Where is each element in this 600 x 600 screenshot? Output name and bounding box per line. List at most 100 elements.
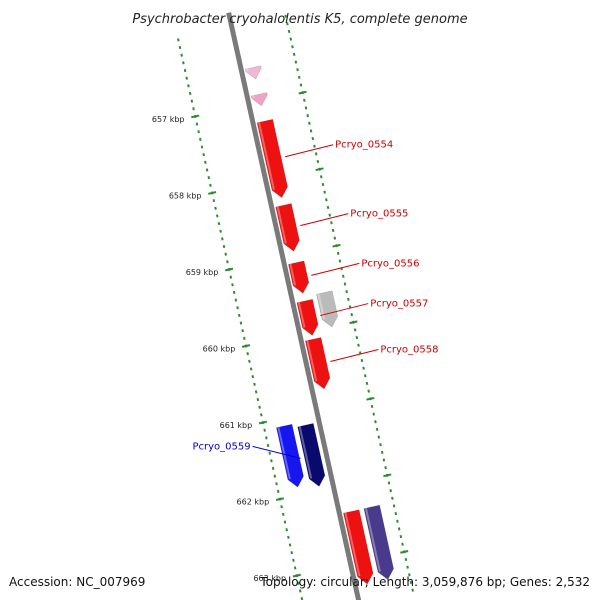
ruler-dot — [397, 527, 401, 531]
ruler-dot — [259, 413, 263, 417]
ruler-major-tick — [292, 573, 301, 578]
ruler-dot — [231, 283, 234, 287]
ruler-dot — [234, 298, 238, 302]
gene-label[interactable]: Pcryo_0557 — [370, 299, 428, 310]
ruler-dot — [221, 237, 224, 241]
ruler-dot — [185, 76, 189, 80]
ruler-dot — [297, 581, 300, 585]
tick-label: 661 kbp — [220, 421, 253, 430]
ruler-dot — [249, 367, 253, 371]
ruler-dot — [364, 374, 367, 378]
ruler-dot — [404, 557, 408, 562]
ruler-dot — [224, 252, 227, 256]
gene-label[interactable]: Pcryo_0554 — [335, 140, 393, 151]
ruler-dot — [180, 53, 183, 57]
ruler-dot — [202, 153, 205, 157]
ruler-dot — [394, 512, 398, 516]
ruler-dot — [328, 213, 332, 217]
gene-arrow-pcryo-0557[interactable] — [296, 298, 319, 336]
ruler-dot — [311, 136, 315, 141]
ruler-dot — [263, 428, 266, 432]
ruler-dot — [411, 588, 414, 592]
ruler-dot — [192, 107, 195, 111]
ruler-major-tick — [366, 396, 375, 401]
ruler-dot — [357, 343, 360, 347]
ruler-dot — [286, 22, 289, 26]
ruler-dot — [287, 29, 291, 34]
gene-arrow[interactable] — [363, 504, 394, 581]
gene-highlight — [252, 95, 255, 99]
ruler-dot — [293, 566, 297, 570]
ruler-dot — [374, 420, 377, 424]
ruler-dot — [289, 37, 293, 41]
ruler-dot — [343, 282, 347, 286]
gene-label-leader — [252, 445, 301, 459]
ruler-dot — [355, 335, 359, 340]
gene-arrow-pcryo-0556[interactable] — [288, 260, 310, 294]
gene-arrow-pcryo-0555[interactable] — [275, 203, 300, 252]
ruler-dot — [330, 221, 333, 225]
ruler-dot — [275, 482, 278, 486]
gene-label-leader — [300, 213, 349, 227]
gene-highlight — [289, 263, 297, 286]
ruler-dot — [406, 565, 409, 569]
ruler-dot — [298, 589, 302, 593]
gene-arrow[interactable] — [250, 92, 268, 107]
gene-label[interactable]: Pcryo_0558 — [380, 344, 438, 355]
map-title: Psychrobacter cryohalolentis K5, complet… — [132, 12, 467, 27]
gene-highlight — [246, 68, 249, 72]
ruler-dot — [399, 534, 403, 539]
gene-label[interactable]: Pcryo_0559 — [192, 441, 250, 452]
ruler-major-tick — [332, 243, 341, 248]
gene-highlight — [306, 340, 318, 382]
ruler-dot — [265, 436, 268, 440]
ruler-major-tick — [191, 114, 200, 119]
gene-label[interactable]: Pcryo_0556 — [361, 258, 419, 269]
ruler-dot — [313, 144, 316, 148]
ruler-dot — [321, 182, 325, 187]
ruler-dot — [199, 137, 202, 141]
ruler-dot — [300, 596, 304, 600]
ruler-dot — [401, 542, 404, 546]
gene-label[interactable]: Pcryo_0555 — [350, 209, 408, 220]
ruler-dot — [273, 474, 277, 478]
ruler-dot — [243, 336, 246, 340]
ruler-dot — [290, 551, 294, 555]
ruler-layer: 657 kbp 658 kbp 659 kbp 660 kbp 661 kbp 662 k… — [152, 14, 414, 600]
ruler-dot — [347, 297, 350, 301]
ruler-dot — [236, 306, 239, 310]
gene-arrow-pcryo-0558[interactable] — [304, 337, 331, 390]
gene-arrow[interactable] — [244, 65, 262, 80]
ruler-dot — [409, 580, 413, 585]
ruler-dot — [377, 435, 381, 439]
ruler-major-tick — [298, 90, 307, 95]
ruler-dot — [212, 199, 216, 203]
ruler-dot — [283, 520, 287, 524]
gene-label-leader — [320, 303, 369, 317]
ruler-dot — [239, 321, 243, 325]
ruler-dot — [177, 38, 180, 42]
ruler-dot — [379, 443, 382, 447]
ruler-dot — [387, 481, 391, 485]
gene-arrow-pcryo-0559[interactable] — [297, 423, 326, 487]
ruler-dot — [178, 45, 182, 50]
ruler-dot — [367, 389, 370, 393]
ruler-dot — [384, 466, 387, 470]
tick-label: 660 kbp — [203, 344, 236, 353]
tick-label: 662 kbp — [237, 497, 270, 506]
ruler-dot — [253, 382, 256, 386]
gene-arrow[interactable] — [343, 509, 374, 585]
ruler-dot — [370, 404, 374, 409]
ruler-dot — [183, 68, 187, 73]
gene-label-leader — [311, 262, 360, 276]
tick-label: 657 kbp — [152, 115, 185, 124]
ruler-dot — [207, 176, 211, 180]
ruler-dot — [316, 159, 320, 164]
ruler-major-tick — [275, 497, 285, 501]
gene-highlight — [364, 507, 381, 572]
ruler-dot — [197, 130, 200, 134]
gene-arrow-pcryo-0554[interactable] — [256, 118, 288, 199]
ruler-dot — [256, 398, 260, 402]
ruler-dot — [338, 259, 342, 263]
